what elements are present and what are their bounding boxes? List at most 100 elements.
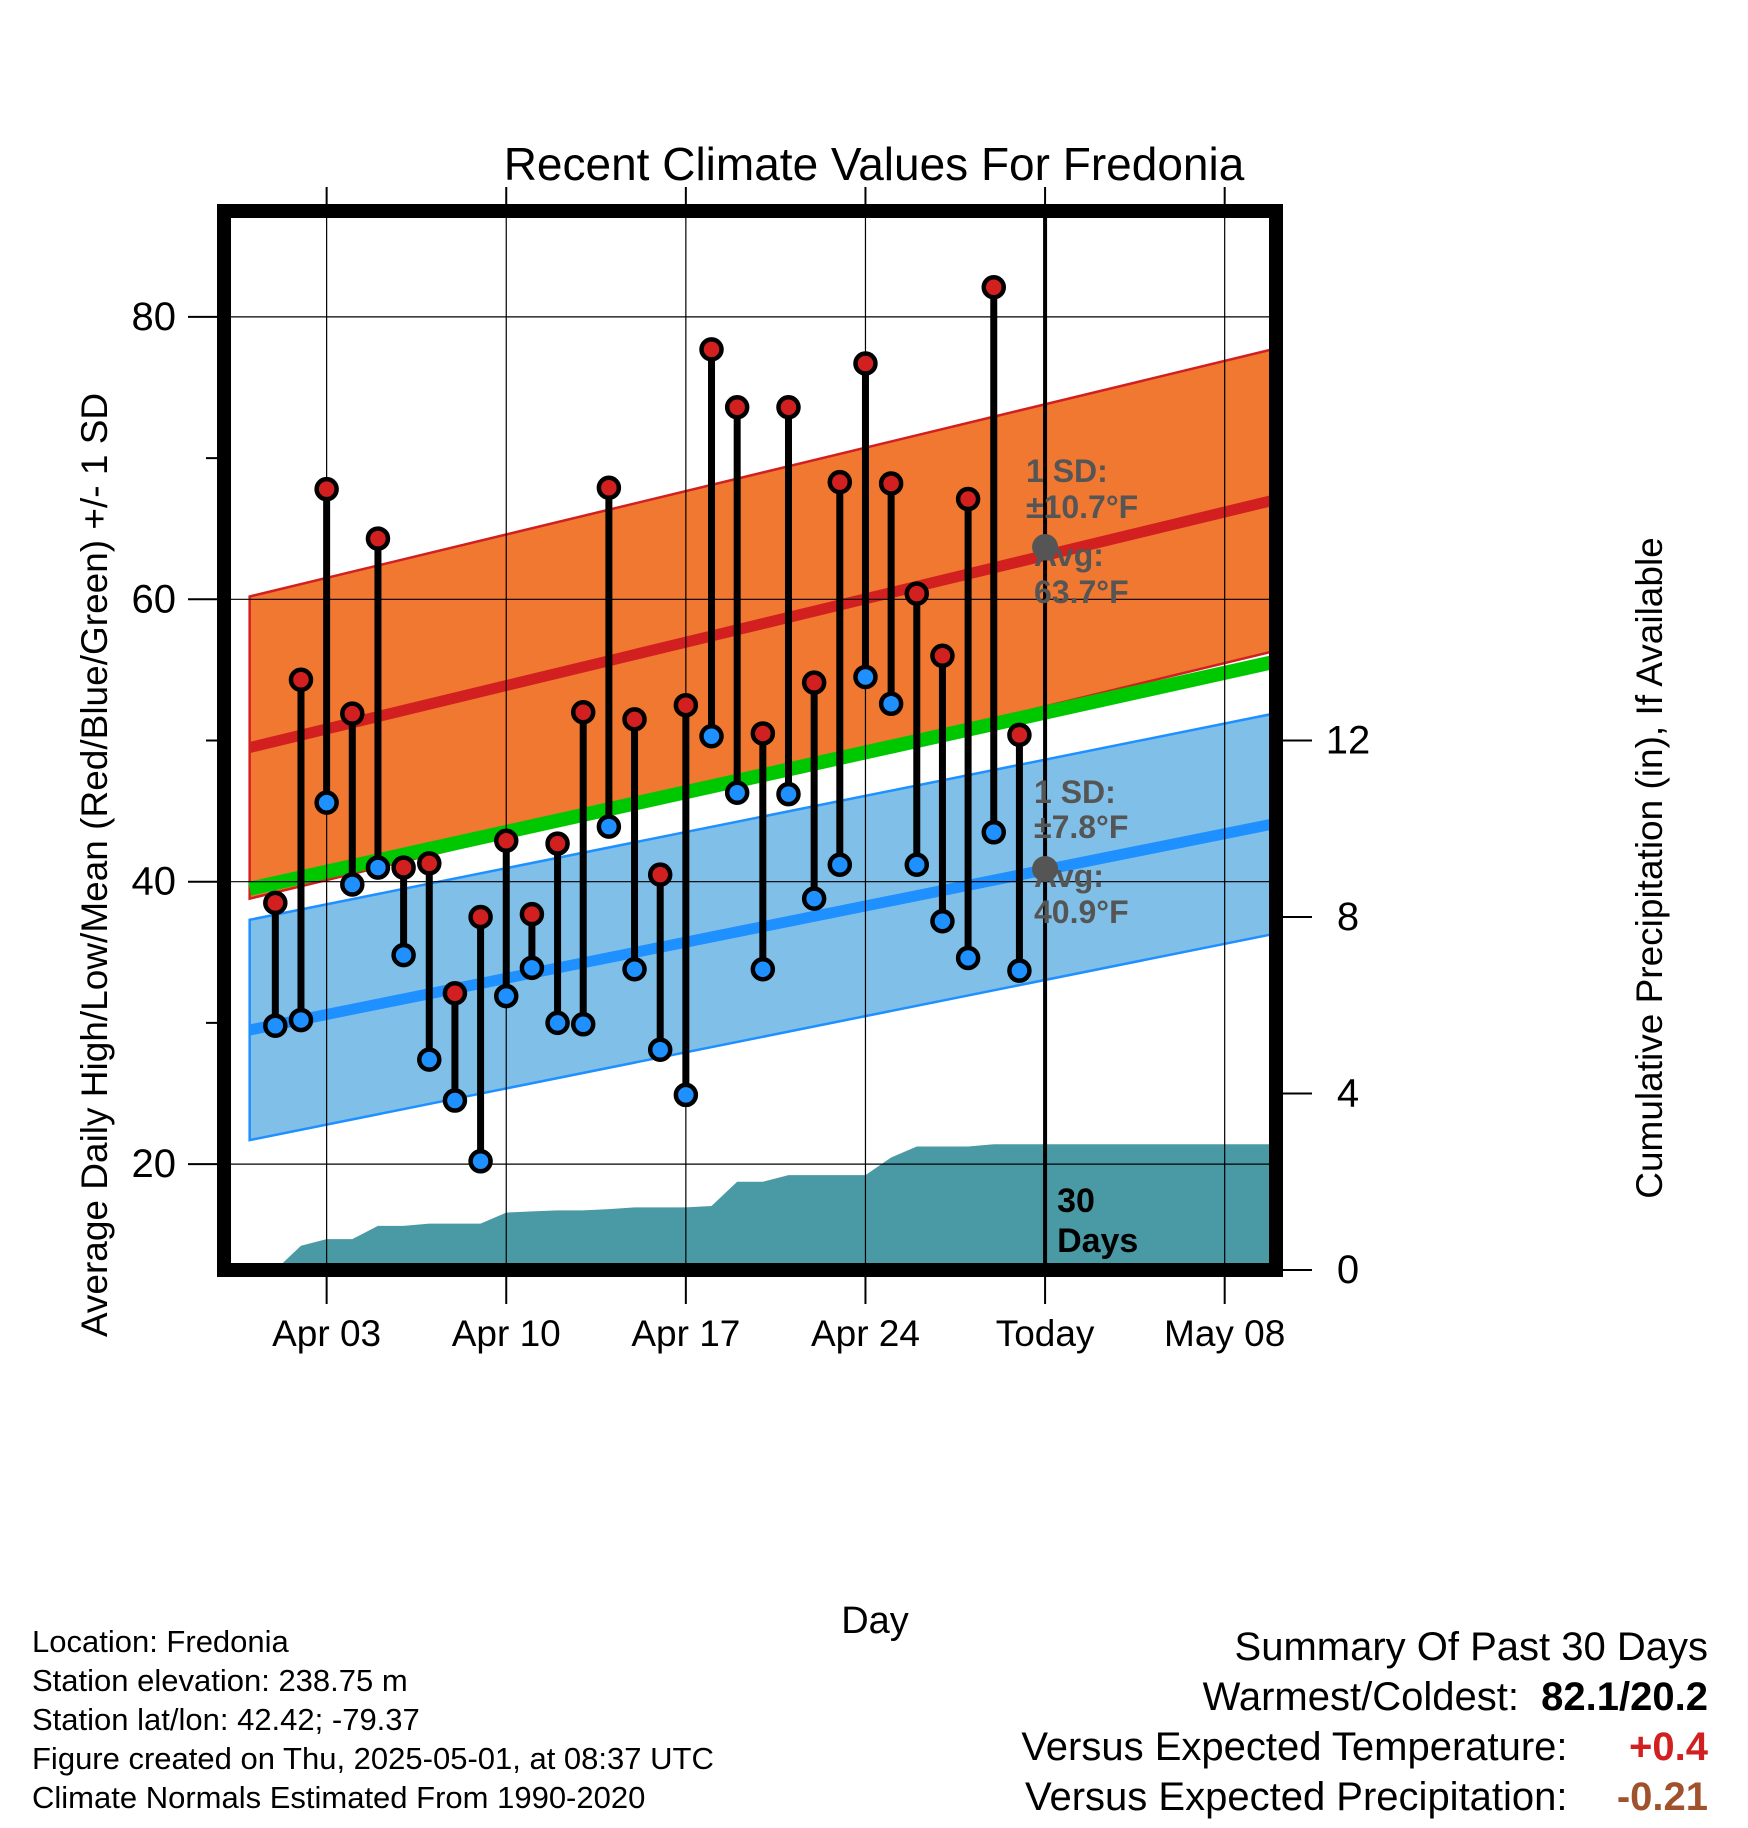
low-temp-point [288,1007,314,1033]
today-days-label-2: Days [1057,1222,1138,1260]
high-temp-point [724,395,750,420]
high-avg-marker [1032,534,1059,561]
high-temp-point [468,904,493,930]
low-temp-point [724,780,750,805]
low-temp-point [314,790,339,815]
high-temp-point [596,475,622,501]
high-temp-point [622,707,647,732]
low-temp-point [596,814,622,839]
latlon-text: Station lat/lon: 42.42; -79.37 [32,1702,420,1737]
high-temp-point [955,486,981,512]
high-temp-point [570,700,596,725]
low-temp-point [853,664,878,690]
low-temp-point [776,781,801,807]
temp-anomaly-row: Versus Expected Temperature: +0.4 [1021,1722,1708,1772]
summary-title: Summary Of Past 30 Days [1234,1625,1708,1669]
precip-anomaly-value: -0.21 [1616,1775,1708,1819]
high-temp-point [263,890,288,916]
y-tick-label-right: 4 [1337,1072,1359,1116]
low-temp-point [340,872,365,897]
low-avg-title: Avg: [1034,858,1104,894]
warmest-value: 82.1/20.2 [1541,1675,1708,1719]
x-tick-label: May 08 [1164,1313,1285,1354]
low-sd-title: 1 SD: [1034,774,1116,810]
y-tick-label-right: 12 [1326,719,1371,763]
x-tick-label: Apr 03 [272,1313,381,1354]
high-sd-title: 1 SD: [1026,453,1108,489]
precip-anomaly-row: Versus Expected Precipitation: -0.21 [1021,1772,1708,1822]
temp-anomaly-label: Versus Expected Temperature: [1021,1725,1568,1769]
low-temp-point [930,908,955,934]
chart-title: Recent Climate Values For Fredonia [504,138,1245,190]
high-temp-point [365,526,391,551]
elevation-text: Station elevation: 238.75 m [32,1663,408,1698]
high-temp-point [314,476,339,502]
low-sd-value: ±7.8°F [1034,809,1128,845]
high-temp-point [801,670,827,695]
low-temp-point [904,852,930,878]
high-temp-point [340,701,365,726]
high-temp-point [493,828,519,854]
low-temp-point [468,1149,493,1174]
summary-panel: Summary Of Past 30 Days Warmest/Coldest:… [1021,1622,1708,1822]
temp-anomaly-value: +0.4 [1629,1725,1708,1769]
location-text: Location: Fredonia [32,1624,289,1659]
low-avg-marker [1032,855,1059,882]
high-temp-point [417,851,442,876]
high-temp-point [391,855,416,880]
high-temp-point [288,667,314,693]
y-axis-label-right: Cumulative Precipitation (in), If Availa… [1629,537,1670,1199]
low-temp-point [647,1037,673,1062]
precipitation-area [249,1144,1276,1270]
warmest-row: Warmest/Coldest: 82.1/20.2 [1021,1672,1708,1722]
low-temp-point [827,852,853,878]
low-temp-point [878,691,904,717]
low-temp-point [981,820,1007,845]
y-axis-label-left: Average Daily High/Low/Mean (Red/Blue/Gr… [74,393,115,1337]
high-temp-point [519,901,545,927]
high-temp-point [827,469,853,495]
low-temp-point [1007,958,1032,983]
high-temp-point [1007,722,1032,748]
high-temp-point [545,831,570,856]
today-days-label-1: 30 [1057,1182,1095,1220]
x-tick-label: Apr 24 [811,1313,920,1354]
high-temp-point [776,395,801,420]
y-tick-label-left: 60 [132,577,177,621]
x-tick-label: Apr 10 [452,1313,561,1354]
low-temp-point [699,724,724,749]
high-temp-point [442,980,468,1006]
high-temp-point [878,471,904,496]
high-normal-line [248,493,1276,753]
x-tick-label: Today [996,1313,1095,1354]
high-temp-point [853,351,878,376]
high-temp-point [930,643,955,669]
low-temp-point [570,1012,596,1037]
x-axis-label: Day [841,1600,909,1642]
mean-normal-line [248,654,1276,896]
x-tick-label: Apr 17 [631,1313,740,1354]
high-temp-point [647,862,673,887]
low-temp-point [493,983,519,1009]
high-avg-title: Avg: [1034,537,1104,573]
high-temp-point [699,337,724,362]
y-tick-label-left: 40 [132,860,177,904]
low-temp-point [519,955,545,981]
low-temp-point [750,956,776,982]
low-temp-point [442,1088,468,1113]
precip-anomaly-label: Versus Expected Precipitation: [1025,1775,1568,1819]
y-tick-label-right: 0 [1337,1248,1359,1292]
low-temp-point [545,1010,570,1036]
low-temp-point [801,886,827,911]
high-avg-value: 63.7°F [1034,574,1129,610]
low-temp-point [622,956,647,982]
high-temp-point [981,274,1007,300]
y-tick-label-right: 8 [1337,895,1359,939]
normals-text: Climate Normals Estimated From 1990-2020 [32,1780,646,1815]
low-temp-point [365,855,391,880]
low-temp-point [673,1082,699,1108]
low-temp-point [391,942,416,968]
high-temp-point [750,721,776,746]
